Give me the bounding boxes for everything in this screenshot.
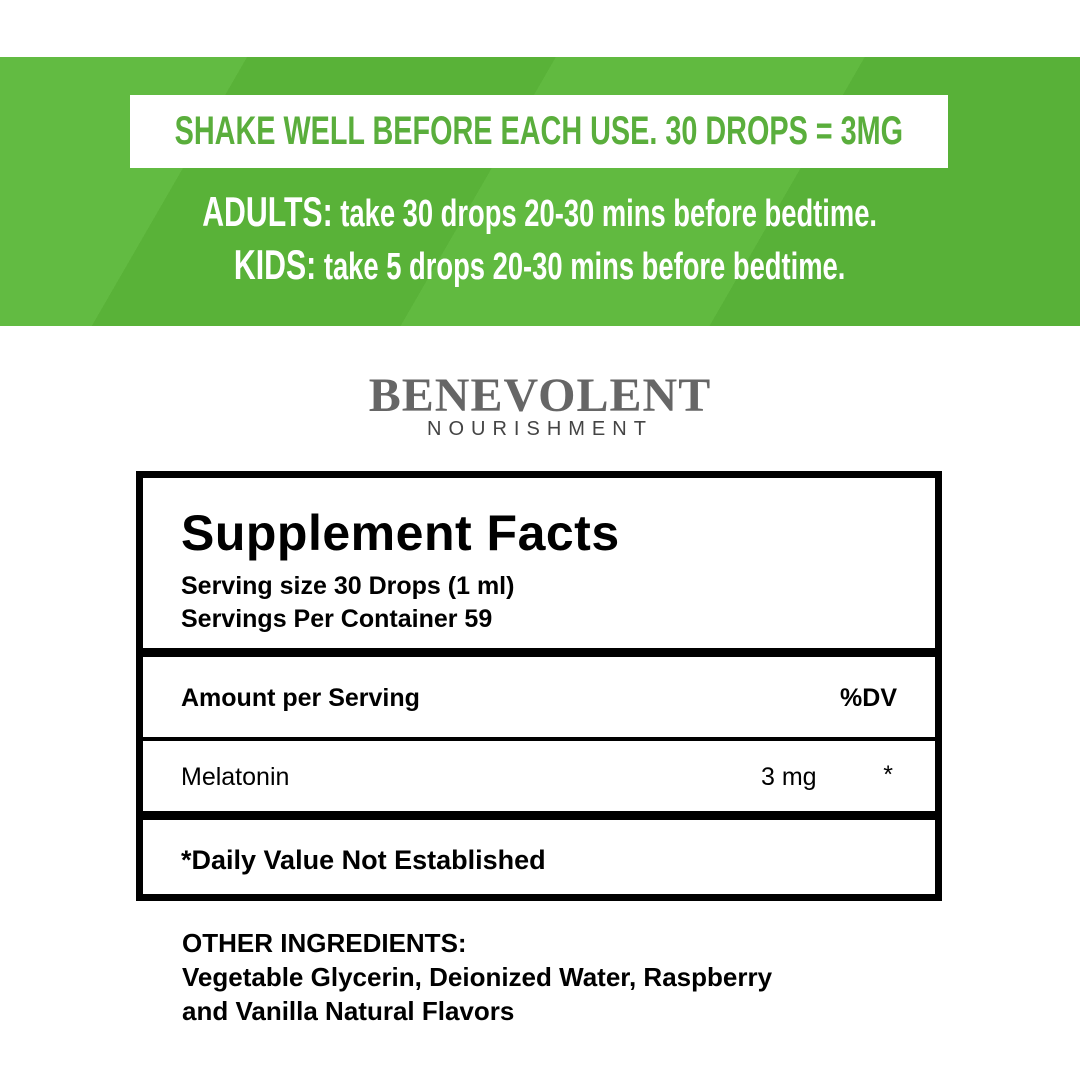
amount-header: Amount per Serving xyxy=(181,684,420,712)
dv-header: %DV xyxy=(840,684,897,712)
divider xyxy=(143,737,935,741)
nutrient-dv: * xyxy=(883,761,893,789)
kids-text: take 5 drops 20-30 mins before bedtime. xyxy=(324,246,846,288)
nutrient-amount: 3 mg xyxy=(761,763,817,791)
kids-label: KIDS: xyxy=(234,241,317,288)
footnote: *Daily Value Not Established xyxy=(181,845,546,875)
other-ingredients-line1: Vegetable Glycerin, Deionized Water, Ras… xyxy=(182,962,773,992)
shake-notice: SHAKE WELL BEFORE EACH USE. 30 DROPS = 3… xyxy=(174,109,904,153)
servings-per-container: Servings Per Container 59 xyxy=(181,605,493,633)
brand-logo-sub: NOURISHMENT xyxy=(427,418,653,440)
facts-title: Supplement Facts xyxy=(181,505,620,561)
instructions-banner: SHAKE WELL BEFORE EACH USE. 30 DROPS = 3… xyxy=(0,57,1080,326)
nutrient-name: Melatonin xyxy=(181,763,290,791)
serving-size: Serving size 30 Drops (1 ml) xyxy=(181,572,515,600)
other-ingredients-label: OTHER INGREDIENTS: xyxy=(182,928,467,958)
adults-dosage: ADULTS: take 30 drops 20-30 mins before … xyxy=(0,188,1080,236)
shake-notice-box: SHAKE WELL BEFORE EACH USE. 30 DROPS = 3… xyxy=(130,95,948,168)
other-ingredients: OTHER INGREDIENTS: Vegetable Glycerin, D… xyxy=(182,926,772,1028)
adults-label: ADULTS: xyxy=(202,188,334,235)
brand-logo: BENEVOLENT xyxy=(368,369,712,422)
divider xyxy=(143,811,935,820)
adults-text: take 30 drops 20-30 mins before bedtime. xyxy=(340,193,878,235)
other-ingredients-line2: and Vanilla Natural Flavors xyxy=(182,996,515,1026)
kids-dosage: KIDS: take 5 drops 20-30 mins before bed… xyxy=(0,241,1080,289)
supplement-facts-panel: Supplement Facts Serving size 30 Drops (… xyxy=(136,471,942,901)
divider xyxy=(143,648,935,657)
